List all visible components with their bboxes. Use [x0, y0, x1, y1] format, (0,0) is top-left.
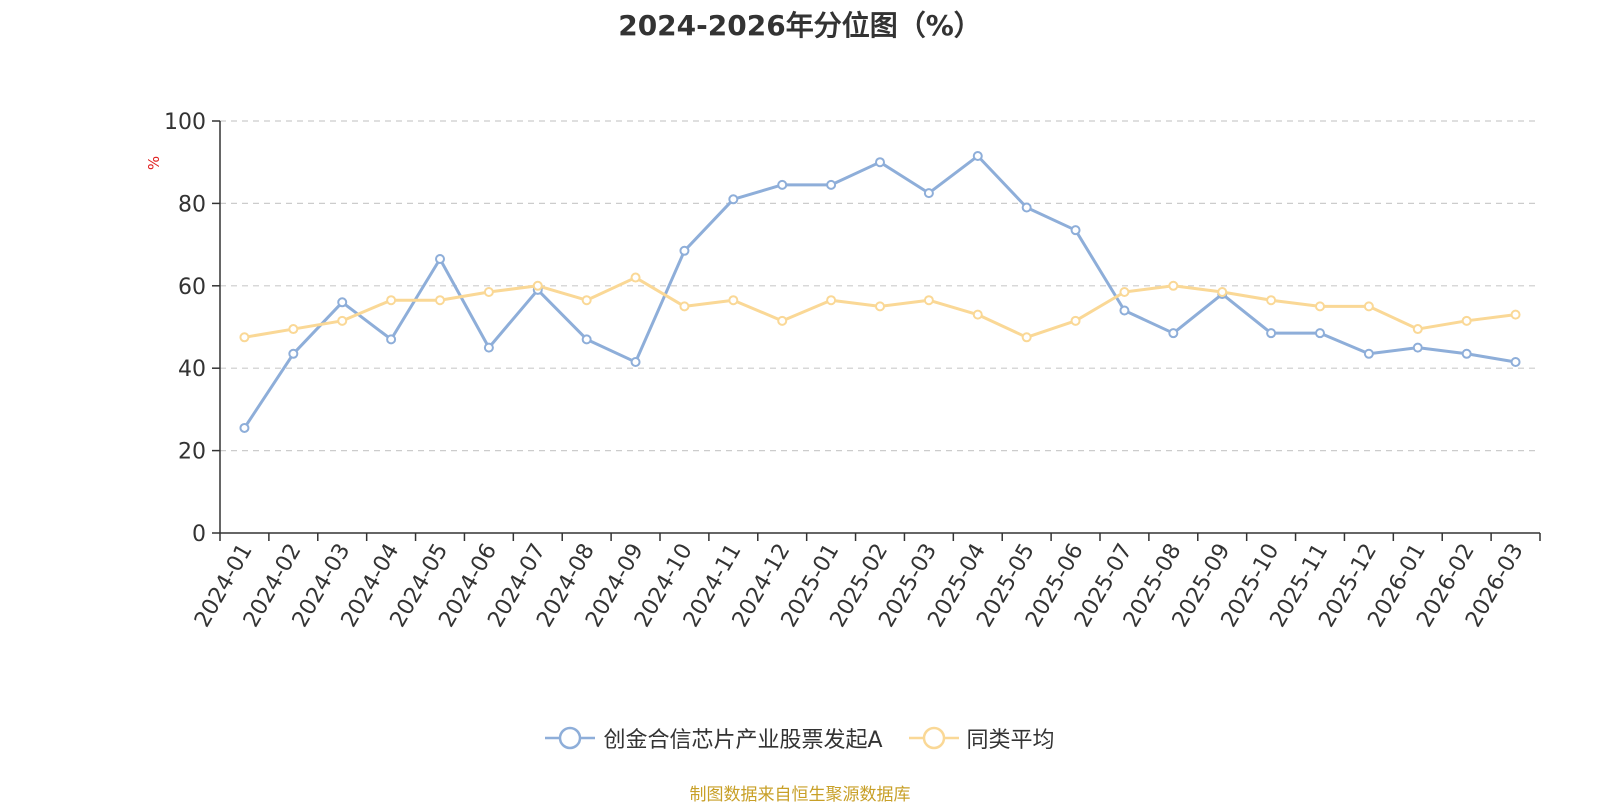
data-point[interactable]	[1461, 315, 1472, 326]
y-tick-label: 20	[178, 440, 206, 465]
data-point[interactable]	[1266, 295, 1277, 306]
legend-label-fund: 创金合信芯片产业股票发起A	[603, 728, 883, 753]
axes	[212, 120, 1541, 541]
y-tick-label: 0	[192, 522, 206, 547]
data-point[interactable]	[1021, 332, 1032, 343]
data-point[interactable]	[923, 295, 934, 306]
data-point[interactable]	[1363, 348, 1374, 359]
data-point[interactable]	[483, 286, 494, 297]
data-point[interactable]	[337, 315, 348, 326]
y-axis-label: %	[145, 156, 163, 170]
data-point[interactable]	[435, 254, 445, 265]
data-point[interactable]	[1461, 348, 1472, 359]
data-point[interactable]	[1070, 315, 1081, 326]
series-line-0	[243, 154, 1516, 429]
data-point[interactable]	[1119, 305, 1130, 316]
chart-title: 2024-2026年分位图（%）	[618, 9, 982, 42]
data-point[interactable]	[630, 272, 641, 283]
data-point[interactable]	[923, 188, 934, 199]
data-point[interactable]	[1510, 357, 1521, 368]
tick-labels: 0204060801002024-012024-022024-032024-04…	[164, 110, 1529, 632]
data-point[interactable]	[1315, 328, 1325, 339]
data-point[interactable]	[288, 324, 299, 335]
data-point[interactable]	[581, 334, 592, 345]
data-point[interactable]	[386, 295, 397, 306]
data-point[interactable]	[1315, 301, 1325, 312]
y-tick-label: 40	[178, 357, 206, 382]
y-tick-label: 80	[178, 192, 206, 217]
data-point[interactable]	[1217, 286, 1228, 297]
data-point[interactable]	[1412, 324, 1423, 335]
legend-item-average[interactable]: 同类平均	[908, 722, 1055, 754]
data-point[interactable]	[532, 280, 543, 291]
legend-line-circle-icon	[908, 726, 959, 750]
data-point[interactable]	[239, 422, 250, 433]
data-point[interactable]	[386, 334, 397, 345]
data-point[interactable]	[1510, 309, 1521, 320]
series-lines	[243, 154, 1516, 429]
legend-item-fund[interactable]: 创金合信芯片产业股票发起A	[545, 722, 883, 754]
data-point[interactable]	[679, 245, 690, 256]
data-point[interactable]	[435, 295, 445, 306]
data-point[interactable]	[337, 297, 348, 308]
data-point[interactable]	[875, 301, 885, 312]
data-point[interactable]	[630, 357, 641, 368]
data-point[interactable]	[777, 179, 788, 190]
data-point[interactable]	[581, 295, 592, 306]
grid-lines	[220, 120, 1540, 452]
legend: 创金合信芯片产业股票发起A 同类平均	[0, 722, 1600, 754]
data-point[interactable]	[1021, 202, 1032, 213]
data-point[interactable]	[1363, 301, 1374, 312]
series-points	[239, 151, 1521, 433]
y-tick-label: 60	[178, 275, 206, 300]
data-point[interactable]	[826, 295, 837, 306]
data-point[interactable]	[972, 309, 983, 320]
data-point[interactable]	[826, 179, 837, 190]
source-note: 制图数据来自恒生聚源数据库	[689, 785, 911, 805]
data-point[interactable]	[1168, 280, 1179, 291]
data-point[interactable]	[679, 301, 690, 312]
data-point[interactable]	[1070, 225, 1081, 236]
data-point[interactable]	[239, 332, 250, 343]
data-point[interactable]	[777, 315, 788, 326]
data-point[interactable]	[875, 157, 885, 168]
data-point[interactable]	[1412, 342, 1423, 353]
data-point[interactable]	[1119, 286, 1130, 297]
data-point[interactable]	[728, 194, 739, 205]
legend-line-circle-icon	[545, 726, 596, 750]
y-tick-label: 100	[164, 110, 206, 135]
data-point[interactable]	[972, 151, 983, 162]
data-point[interactable]	[1266, 328, 1277, 339]
data-point[interactable]	[1168, 328, 1179, 339]
legend-label-average: 同类平均	[966, 728, 1055, 753]
data-point[interactable]	[483, 342, 494, 353]
data-point[interactable]	[288, 348, 299, 359]
data-point[interactable]	[728, 295, 739, 306]
